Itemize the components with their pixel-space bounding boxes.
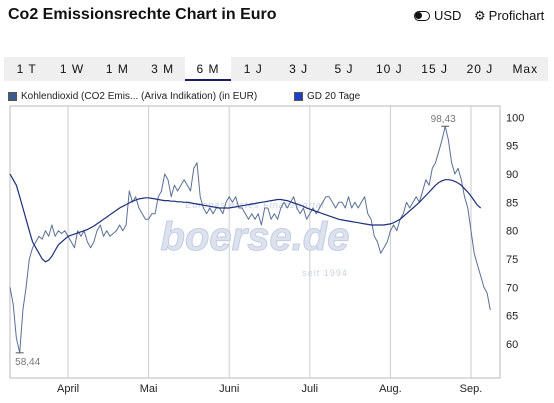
chart-legend: Kohlendioxid (CO2 Emis... (Ariva Indikat… (8, 91, 548, 105)
x-tick-label: Sep. (460, 383, 483, 395)
tab-max[interactable]: Max (512, 62, 539, 76)
y-tick-label: 75 (506, 254, 518, 266)
tab-1j[interactable]: 1 J (243, 62, 263, 76)
x-tick-label: Mai (140, 383, 158, 395)
gear-icon: ⚙ (474, 8, 486, 23)
watermark-since: seit 1994 (302, 268, 348, 278)
x-tick-label: Juni (219, 383, 239, 395)
watermark-tagline: Europas erstes Finanzportal (185, 200, 325, 210)
tab-3m[interactable]: 3 M (151, 62, 175, 76)
tab-5j[interactable]: 5 J (334, 62, 354, 76)
tab-10j[interactable]: 10 J (375, 62, 403, 76)
x-tick-label: April (57, 383, 79, 395)
x-tick-label: Juli (302, 383, 319, 395)
y-tick-label: 95 (506, 141, 518, 153)
tab-3j[interactable]: 3 J (289, 62, 309, 76)
page-title: Co2 Emissionsrechte Chart in Euro (8, 6, 277, 23)
legend-item-ma: GD 20 Tage (294, 91, 360, 102)
annotation-low: 58,44 (15, 357, 40, 368)
tab-1t[interactable]: 1 T (16, 62, 37, 76)
series-line-price (9, 125, 491, 354)
y-tick-label: 100 (506, 112, 524, 124)
legend-swatch-ma (294, 92, 303, 101)
tab-6m[interactable]: 6 M (185, 57, 231, 81)
profichart-link[interactable]: ⚙ Profichart (474, 8, 544, 23)
plot-frame (9, 105, 501, 379)
watermark-brand: boerse.de (161, 215, 350, 259)
currency-label: USD (434, 8, 462, 23)
tab-20j[interactable]: 20 J (466, 62, 494, 76)
annotation-high: 98,43 (431, 114, 456, 125)
y-tick-label: 90 (506, 169, 518, 181)
profichart-label: Profichart (488, 8, 545, 23)
tab-1m[interactable]: 1 M (105, 62, 129, 76)
chart-header: Co2 Emissionsrechte Chart in Euro USD ⚙ … (0, 0, 554, 40)
legend-label-price: Kohlendioxid (CO2 Emis... (Ariva Indikat… (21, 91, 258, 102)
y-tick-label: 80 (506, 226, 518, 238)
tab-15j[interactable]: 15 J (421, 62, 448, 76)
legend-swatch-price (8, 92, 17, 101)
tab-1w[interactable]: 1 W (59, 62, 85, 76)
legend-item-price: Kohlendioxid (CO2 Emis... (Ariva Indikat… (8, 91, 257, 102)
y-tick-label: 70 (506, 282, 518, 294)
currency-toggle[interactable]: USD (414, 8, 461, 23)
y-tick-label: 60 (506, 339, 518, 351)
y-tick-label: 85 (506, 197, 518, 209)
legend-label-ma: GD 20 Tage (307, 91, 361, 102)
y-tick-label: 65 (506, 311, 518, 323)
timeframe-tabs: 1 T 1 W 1 M 3 M 6 M 1 J 3 J 5 J 10 J 15 … (4, 57, 548, 81)
series-line-ma (9, 173, 482, 263)
toggle-icon (414, 10, 430, 21)
x-tick-label: Aug. (379, 383, 402, 395)
